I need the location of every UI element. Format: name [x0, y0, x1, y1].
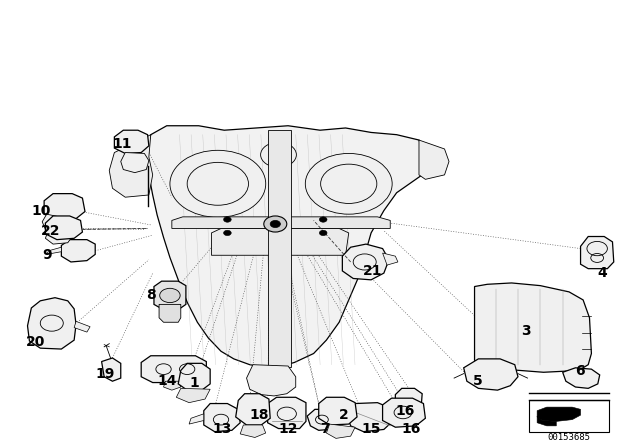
Bar — [529, 400, 609, 432]
Polygon shape — [204, 404, 240, 432]
Text: 16: 16 — [396, 404, 415, 418]
Polygon shape — [336, 413, 355, 423]
Polygon shape — [246, 365, 296, 396]
Polygon shape — [464, 359, 518, 390]
Polygon shape — [474, 283, 591, 372]
Polygon shape — [396, 388, 422, 418]
Polygon shape — [164, 381, 180, 390]
Polygon shape — [346, 403, 394, 432]
Text: 21: 21 — [363, 264, 382, 278]
Text: 14: 14 — [157, 374, 177, 388]
Polygon shape — [44, 194, 85, 220]
Polygon shape — [236, 394, 270, 425]
Polygon shape — [172, 217, 390, 228]
Text: 11: 11 — [113, 137, 132, 151]
Polygon shape — [115, 130, 149, 153]
Polygon shape — [154, 281, 186, 310]
Circle shape — [170, 151, 266, 217]
Text: 3: 3 — [521, 324, 531, 338]
Circle shape — [319, 217, 327, 222]
Polygon shape — [28, 297, 76, 349]
Bar — [400, 397, 416, 411]
Text: 1: 1 — [189, 375, 199, 390]
Text: 18: 18 — [250, 408, 269, 422]
Text: 16: 16 — [401, 422, 420, 436]
Polygon shape — [121, 152, 149, 172]
Circle shape — [260, 142, 296, 167]
Circle shape — [223, 217, 231, 222]
Polygon shape — [307, 409, 336, 431]
Text: 4: 4 — [598, 266, 607, 280]
Text: 20: 20 — [26, 336, 45, 349]
Polygon shape — [42, 214, 76, 233]
Polygon shape — [537, 407, 580, 422]
Circle shape — [264, 216, 287, 232]
Text: 7: 7 — [320, 422, 330, 436]
Polygon shape — [45, 216, 83, 240]
Polygon shape — [61, 240, 95, 262]
Text: 6: 6 — [575, 364, 585, 379]
Polygon shape — [45, 228, 72, 244]
Polygon shape — [74, 321, 90, 332]
Polygon shape — [47, 247, 61, 254]
Text: 15: 15 — [362, 422, 381, 436]
Polygon shape — [176, 388, 210, 403]
Polygon shape — [141, 356, 206, 383]
Polygon shape — [268, 130, 291, 367]
Circle shape — [223, 230, 231, 236]
Polygon shape — [102, 358, 121, 381]
Polygon shape — [319, 397, 357, 425]
Text: 12: 12 — [278, 422, 298, 436]
Text: 9: 9 — [42, 248, 52, 262]
Circle shape — [160, 289, 180, 302]
Text: 8: 8 — [147, 289, 156, 302]
Polygon shape — [189, 414, 204, 424]
Polygon shape — [537, 416, 556, 426]
Text: 2: 2 — [339, 408, 349, 422]
Text: 22: 22 — [41, 224, 60, 238]
Polygon shape — [580, 237, 614, 269]
Circle shape — [305, 153, 392, 214]
Text: 00153685: 00153685 — [548, 433, 591, 442]
Polygon shape — [326, 424, 355, 439]
Polygon shape — [211, 228, 349, 255]
Polygon shape — [109, 135, 153, 197]
Text: 13: 13 — [212, 422, 232, 436]
Polygon shape — [240, 425, 266, 438]
Circle shape — [270, 220, 280, 228]
Circle shape — [319, 230, 327, 236]
Polygon shape — [268, 397, 306, 429]
Text: 5: 5 — [473, 374, 483, 388]
Text: 19: 19 — [95, 366, 115, 381]
Polygon shape — [563, 368, 600, 388]
Polygon shape — [383, 398, 426, 427]
Polygon shape — [342, 244, 389, 280]
Text: 10: 10 — [31, 203, 51, 218]
Polygon shape — [419, 140, 449, 179]
Polygon shape — [178, 363, 210, 390]
Polygon shape — [383, 253, 398, 265]
Polygon shape — [159, 304, 180, 322]
Polygon shape — [147, 126, 426, 367]
